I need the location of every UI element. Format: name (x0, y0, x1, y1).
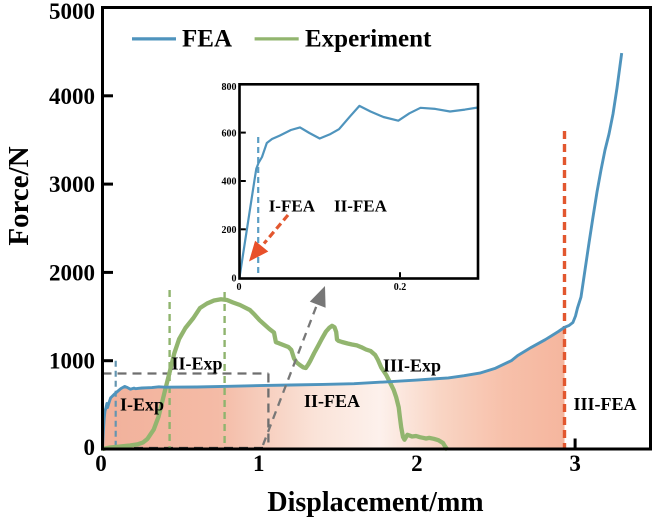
svg-text:1: 1 (253, 451, 265, 476)
svg-text:Experiment: Experiment (305, 26, 432, 53)
svg-text:2000: 2000 (49, 260, 95, 285)
svg-text:0: 0 (232, 273, 237, 284)
svg-text:3000: 3000 (49, 172, 95, 197)
svg-text:I-Exp: I-Exp (120, 395, 164, 415)
svg-text:5000: 5000 (49, 0, 95, 24)
svg-text:0.2: 0.2 (394, 282, 407, 293)
svg-text:2: 2 (411, 451, 423, 476)
svg-text:0: 0 (237, 282, 242, 293)
svg-text:4000: 4000 (49, 84, 95, 109)
svg-text:800: 800 (222, 82, 237, 93)
svg-text:III-Exp: III-Exp (383, 356, 441, 376)
svg-text:II-FEA: II-FEA (304, 391, 360, 411)
svg-text:Force/N: Force/N (3, 146, 35, 245)
svg-text:I-FEA: I-FEA (269, 197, 316, 216)
svg-text:200: 200 (222, 225, 237, 236)
svg-text:II-FEA: II-FEA (334, 197, 388, 216)
svg-text:400: 400 (222, 177, 237, 188)
svg-text:1000: 1000 (49, 349, 95, 374)
svg-text:III-FEA: III-FEA (573, 394, 636, 414)
svg-text:FEA: FEA (182, 26, 232, 53)
svg-text:3: 3 (569, 451, 581, 476)
svg-text:0: 0 (95, 451, 107, 476)
svg-text:Displacement/mm: Displacement/mm (267, 487, 483, 518)
svg-text:II-Exp: II-Exp (171, 354, 222, 374)
svg-text:0: 0 (84, 435, 96, 460)
svg-text:600: 600 (222, 128, 237, 139)
